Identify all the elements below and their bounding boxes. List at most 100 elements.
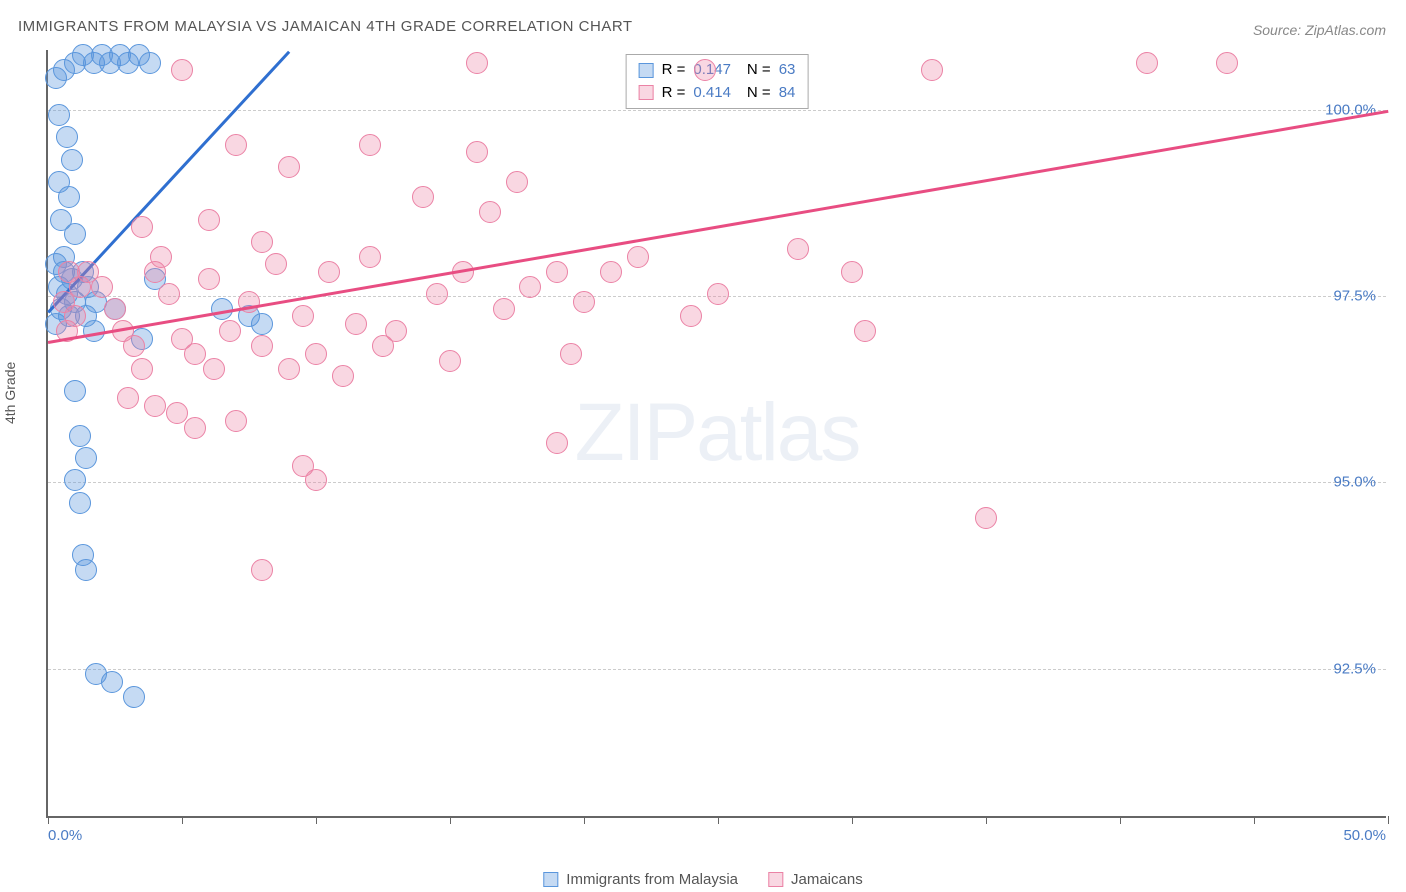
data-point-jamaica <box>251 231 273 253</box>
source-label: Source: ZipAtlas.com <box>1253 22 1386 38</box>
data-point-jamaica <box>305 343 327 365</box>
data-point-jamaica <box>519 276 541 298</box>
y-tick-label: 92.5% <box>1333 660 1376 677</box>
data-point-malaysia <box>64 380 86 402</box>
data-point-jamaica <box>627 246 649 268</box>
n-label: N = <box>747 82 771 105</box>
correlation-legend: R = 0.147 N = 63 R = 0.414 N = 84 <box>626 54 809 109</box>
data-point-jamaica <box>219 320 241 342</box>
y-tick-label: 97.5% <box>1333 288 1376 305</box>
data-point-jamaica <box>251 335 273 357</box>
x-tick <box>182 816 183 824</box>
legend-label: Jamaicans <box>791 871 863 888</box>
data-point-jamaica <box>345 313 367 335</box>
data-point-jamaica <box>184 343 206 365</box>
data-point-jamaica <box>707 283 729 305</box>
data-point-jamaica <box>305 469 327 491</box>
x-tick-label: 0.0% <box>48 827 82 844</box>
data-point-jamaica <box>1136 52 1158 74</box>
legend-row-jamaica: R = 0.414 N = 84 <box>639 82 796 105</box>
data-point-jamaica <box>466 141 488 163</box>
data-point-malaysia <box>64 469 86 491</box>
plot-area: ZIPatlas R = 0.147 N = 63 R = 0.414 N = … <box>46 50 1386 818</box>
x-tick <box>852 816 853 824</box>
data-point-malaysia <box>69 492 91 514</box>
legend-swatch-malaysia <box>639 63 654 78</box>
x-tick-label: 50.0% <box>1343 827 1386 844</box>
data-point-jamaica <box>117 387 139 409</box>
y-tick-label: 95.0% <box>1333 474 1376 491</box>
data-point-jamaica <box>479 201 501 223</box>
gridline-h <box>48 110 1386 111</box>
data-point-jamaica <box>546 261 568 283</box>
data-point-jamaica <box>225 134 247 156</box>
x-tick <box>1254 816 1255 824</box>
data-point-jamaica <box>854 320 876 342</box>
data-point-jamaica <box>359 246 381 268</box>
x-tick <box>986 816 987 824</box>
data-point-jamaica <box>91 276 113 298</box>
data-point-jamaica <box>600 261 622 283</box>
legend-item-malaysia: Immigrants from Malaysia <box>543 871 738 888</box>
data-point-jamaica <box>123 335 145 357</box>
data-point-malaysia <box>69 425 91 447</box>
data-point-malaysia <box>251 313 273 335</box>
data-point-jamaica <box>278 156 300 178</box>
y-axis-label: 4th Grade <box>2 362 18 424</box>
n-label: N = <box>747 59 771 82</box>
watermark-zip: ZIP <box>575 387 697 478</box>
data-point-jamaica <box>104 298 126 320</box>
data-point-jamaica <box>278 358 300 380</box>
data-point-jamaica <box>546 432 568 454</box>
data-point-jamaica <box>359 134 381 156</box>
data-point-jamaica <box>150 246 172 268</box>
data-point-jamaica <box>560 343 582 365</box>
r-label: R = <box>662 82 686 105</box>
data-point-malaysia <box>101 671 123 693</box>
x-tick <box>1120 816 1121 824</box>
data-point-jamaica <box>680 305 702 327</box>
x-tick <box>316 816 317 824</box>
gridline-h <box>48 482 1386 483</box>
data-point-jamaica <box>144 395 166 417</box>
data-point-jamaica <box>158 283 180 305</box>
legend-row-malaysia: R = 0.147 N = 63 <box>639 59 796 82</box>
data-point-jamaica <box>493 298 515 320</box>
x-tick <box>718 816 719 824</box>
data-point-jamaica <box>225 410 247 432</box>
legend-label: Immigrants from Malaysia <box>566 871 738 888</box>
data-point-malaysia <box>75 447 97 469</box>
data-point-jamaica <box>1216 52 1238 74</box>
x-tick <box>1388 816 1389 824</box>
data-point-malaysia <box>48 104 70 126</box>
data-point-jamaica <box>292 305 314 327</box>
data-point-jamaica <box>921 59 943 81</box>
data-point-jamaica <box>265 253 287 275</box>
legend-item-jamaica: Jamaicans <box>768 871 863 888</box>
gridline-h <box>48 669 1386 670</box>
n-value-malaysia: 63 <box>779 59 796 82</box>
legend-swatch-jamaica <box>639 85 654 100</box>
data-point-jamaica <box>841 261 863 283</box>
x-tick <box>584 816 585 824</box>
data-point-jamaica <box>251 559 273 581</box>
watermark-atlas: atlas <box>696 387 859 478</box>
series-legend: Immigrants from Malaysia Jamaicans <box>543 871 862 888</box>
data-point-jamaica <box>166 402 188 424</box>
data-point-jamaica <box>332 365 354 387</box>
watermark: ZIPatlas <box>575 386 860 480</box>
data-point-jamaica <box>975 507 997 529</box>
data-point-jamaica <box>198 209 220 231</box>
data-point-malaysia <box>123 686 145 708</box>
data-point-malaysia <box>58 186 80 208</box>
data-point-jamaica <box>439 350 461 372</box>
data-point-jamaica <box>787 238 809 260</box>
data-point-malaysia <box>75 559 97 581</box>
data-point-malaysia <box>64 223 86 245</box>
data-point-jamaica <box>426 283 448 305</box>
data-point-jamaica <box>131 216 153 238</box>
data-point-jamaica <box>184 417 206 439</box>
legend-swatch-icon <box>768 872 783 887</box>
legend-swatch-icon <box>543 872 558 887</box>
data-point-malaysia <box>61 149 83 171</box>
